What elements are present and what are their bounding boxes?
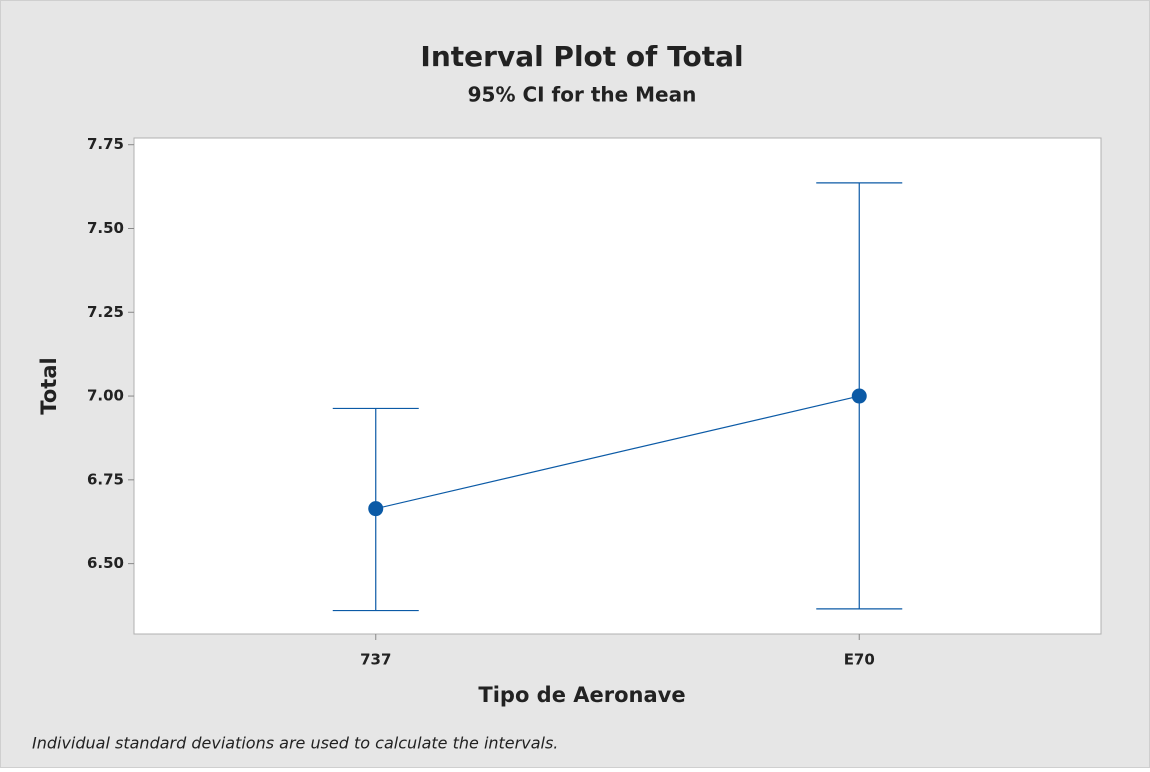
y-tick-label: 7.25	[87, 303, 124, 321]
y-tick-label: 6.50	[87, 554, 124, 572]
x-tick-label: 737	[360, 651, 391, 669]
y-tick-label: 7.50	[87, 219, 124, 237]
plot-area	[133, 137, 1102, 635]
y-tick-label: 7.75	[87, 135, 124, 153]
chart-title: Interval Plot of Total	[420, 40, 743, 73]
mean-marker	[368, 501, 384, 517]
x-axis-label: Tipo de Aeronave	[478, 683, 685, 707]
mean-marker	[851, 388, 867, 404]
chart-subtitle: 95% CI for the Mean	[468, 83, 697, 107]
x-tick-label: E70	[844, 651, 875, 669]
mean-line	[375, 395, 860, 510]
y-axis-label: Total	[37, 357, 61, 414]
footnote: Individual standard deviations are used …	[32, 734, 558, 753]
y-tick-label: 7.00	[87, 387, 124, 405]
y-tick-label: 6.75	[87, 470, 124, 488]
